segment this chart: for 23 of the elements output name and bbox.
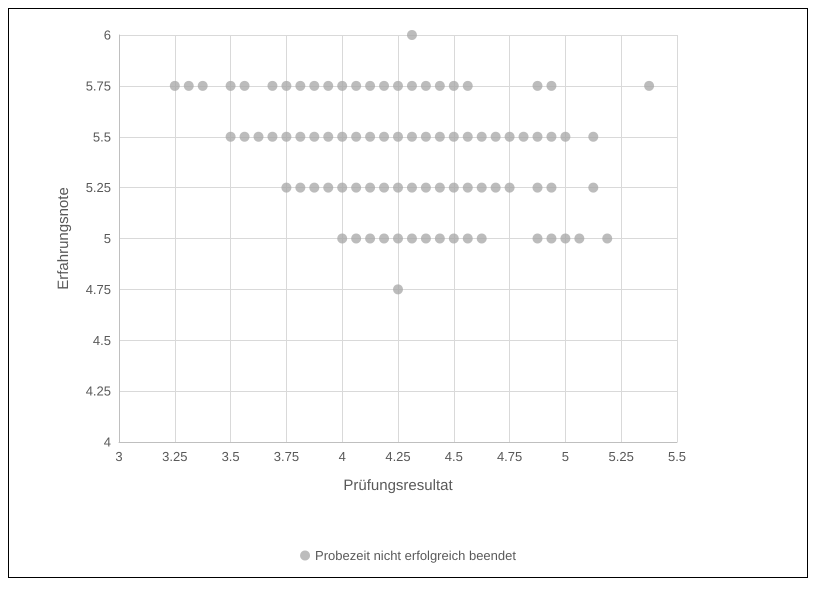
y-tick-label: 4.75 xyxy=(86,282,111,297)
x-tick-label: 3.25 xyxy=(162,449,188,464)
x-tick-label: 4.75 xyxy=(496,449,522,464)
y-tick-label: 4 xyxy=(104,434,111,450)
x-tick-label: 5.5 xyxy=(668,449,686,464)
y-tick-label: 4.5 xyxy=(92,332,111,348)
x-tick-label: 4 xyxy=(338,449,346,464)
x-tick-label: 4.25 xyxy=(385,449,411,464)
y-tick-label: 6 xyxy=(104,28,111,42)
y-tick-label: 4.25 xyxy=(86,384,111,399)
y-tick-label: 5 xyxy=(104,231,111,246)
x-tick-label: 3.5 xyxy=(222,449,240,464)
x-tick-label: 3.75 xyxy=(274,449,300,464)
x-tick-label: 4.5 xyxy=(444,449,463,464)
x-tick-label: 3 xyxy=(115,449,123,464)
y-tick-label: 5.5 xyxy=(92,129,111,144)
x-tick-label: 5 xyxy=(562,449,570,464)
y-tick-label: 5.25 xyxy=(86,180,111,196)
legend-label: Probezeit nicht erfolgreich beendet xyxy=(315,548,516,563)
y-axis-title: Erfahrungsnote xyxy=(55,187,72,290)
x-axis-title: Prüfungsresultat xyxy=(343,477,454,494)
x-tick-label: 5.25 xyxy=(608,449,634,464)
y-tick-label: 5.75 xyxy=(86,78,111,94)
